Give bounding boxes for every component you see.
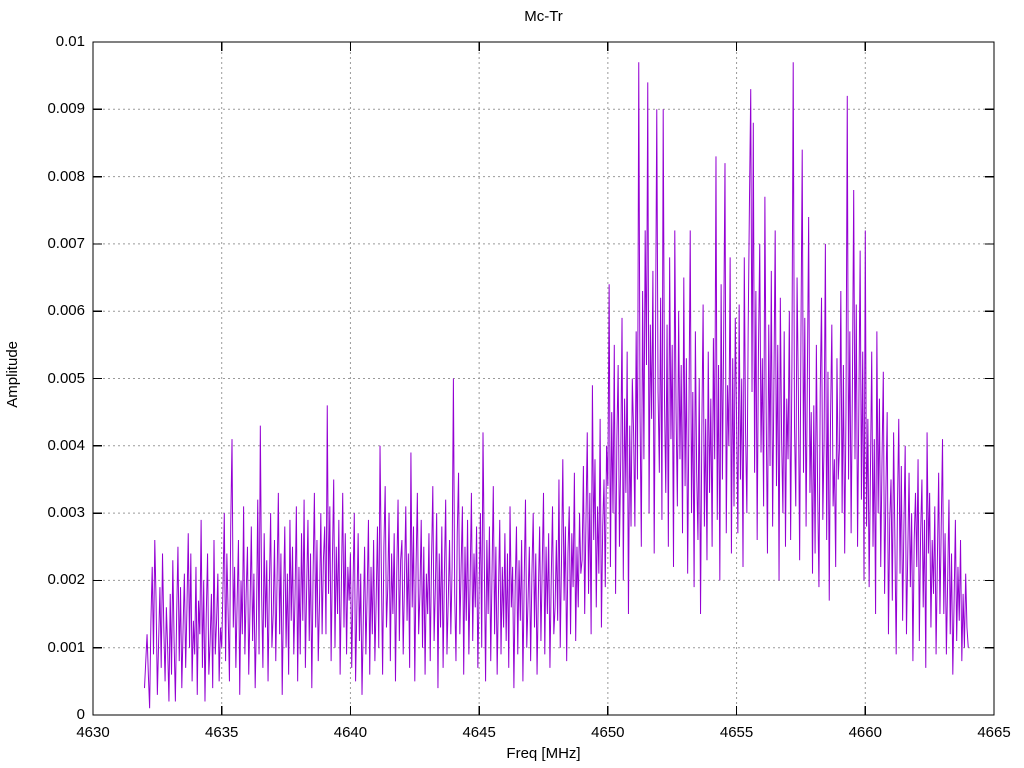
y-tick-label: 0.004: [47, 436, 85, 454]
chart-title: Mc-Tr: [524, 8, 563, 25]
y-tick-label: 0.003: [47, 504, 85, 522]
y-tick-label: 0.005: [47, 369, 85, 387]
x-tick-label: 4655: [719, 724, 754, 741]
y-tick-label: 0.007: [47, 234, 85, 252]
x-tick-label: 4640: [333, 724, 368, 741]
y-tick-label: 0.01: [55, 33, 85, 50]
x-tick-label: 4630: [76, 724, 110, 741]
series-line: [143, 62, 969, 709]
x-axis-label: Freq [MHz]: [506, 745, 581, 762]
x-tick-label: 4665: [977, 724, 1011, 741]
y-tick-label: 0.009: [47, 100, 85, 118]
y-tick-label: 0.006: [47, 302, 85, 320]
x-tick-label: 4645: [462, 724, 496, 741]
y-tick-label: 0: [76, 706, 85, 723]
x-tick-label: 4660: [848, 724, 882, 741]
y-tick-label: 0.002: [47, 571, 85, 589]
x-tick-label: 4635: [205, 724, 239, 741]
y-tick-label: 0.001: [47, 638, 85, 656]
x-tick-label: 4650: [591, 724, 625, 741]
y-tick-label: 0.008: [47, 167, 85, 185]
